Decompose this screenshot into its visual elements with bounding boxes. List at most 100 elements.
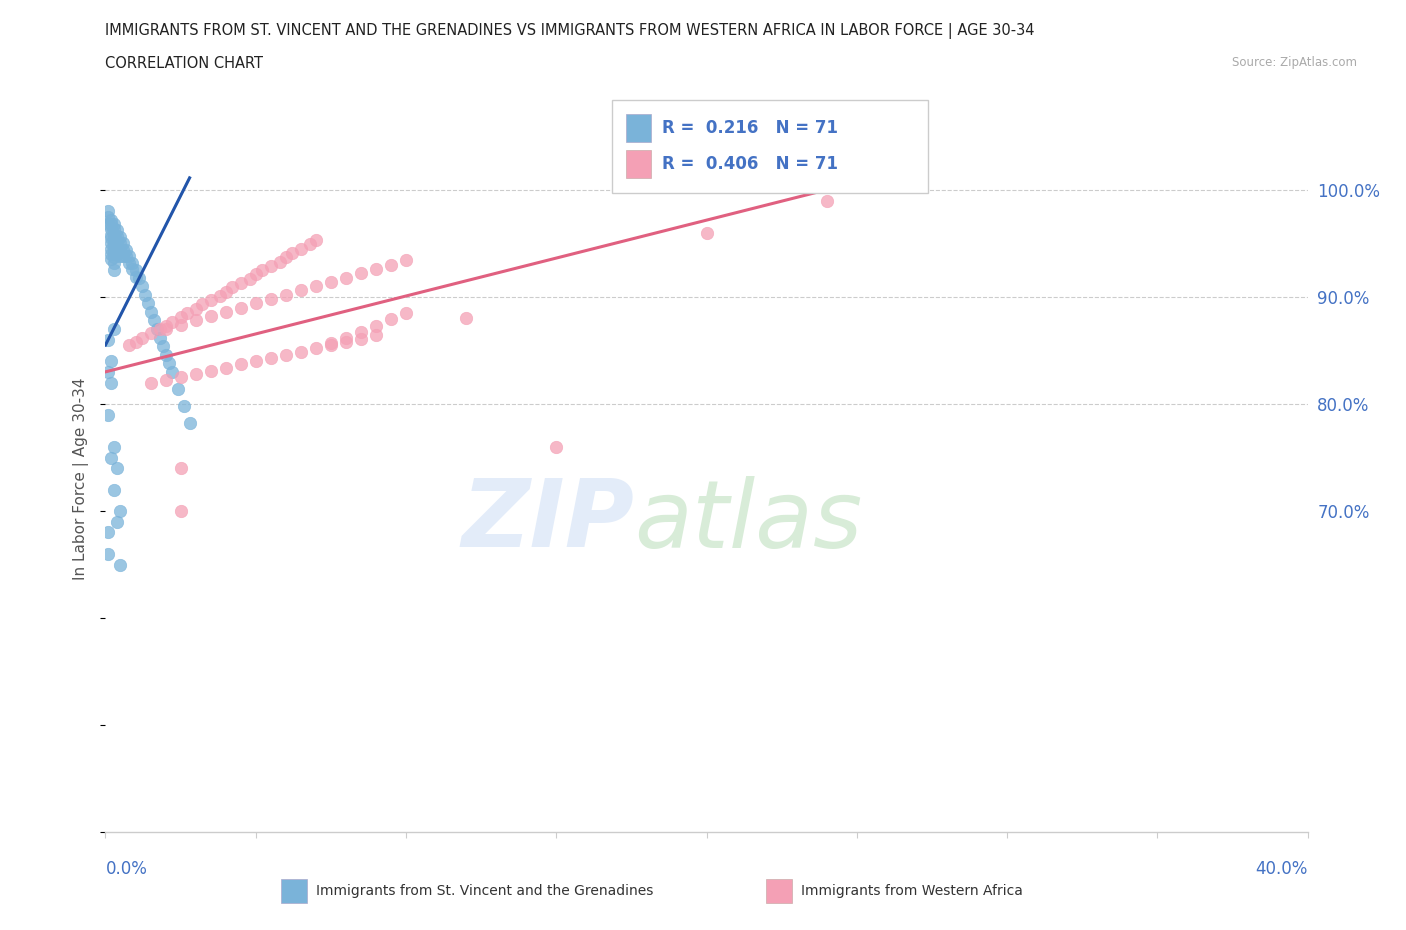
Point	[152, 339, 174, 353]
Point	[97, 407, 120, 422]
Point	[107, 229, 129, 244]
Point	[281, 246, 304, 260]
Point	[160, 365, 183, 379]
Point	[319, 338, 342, 352]
Point	[184, 313, 207, 328]
Point	[169, 370, 191, 385]
Point	[454, 311, 477, 325]
Point	[110, 248, 132, 263]
Point	[100, 231, 122, 246]
Point	[103, 439, 125, 454]
Point	[208, 288, 231, 303]
Point	[274, 250, 297, 265]
Point	[110, 557, 132, 572]
Y-axis label: In Labor Force | Age 30-34: In Labor Force | Age 30-34	[73, 378, 90, 580]
Point	[380, 258, 402, 272]
Point	[214, 304, 236, 319]
Text: CORRELATION CHART: CORRELATION CHART	[105, 56, 263, 71]
Point	[155, 318, 177, 333]
Point	[305, 279, 328, 294]
Text: R =  0.216   N = 71: R = 0.216 N = 71	[662, 119, 838, 138]
Point	[103, 238, 125, 253]
Point	[305, 341, 328, 356]
Point	[112, 243, 135, 258]
Point	[214, 284, 236, 299]
Point	[103, 262, 125, 277]
Point	[100, 236, 122, 251]
Point	[335, 335, 357, 350]
Point	[131, 330, 153, 345]
Point	[107, 514, 129, 529]
Point	[335, 271, 357, 286]
Point	[100, 353, 122, 368]
Point	[155, 347, 177, 362]
Point	[184, 301, 207, 316]
Point	[118, 248, 141, 263]
Point	[364, 328, 387, 343]
Text: 0.0%: 0.0%	[105, 860, 148, 878]
Point	[395, 253, 418, 268]
Point	[260, 292, 283, 307]
Point	[110, 504, 132, 519]
Point	[121, 255, 143, 270]
Point	[380, 312, 402, 326]
Point	[103, 322, 125, 337]
Point	[157, 356, 180, 371]
Point	[214, 360, 236, 375]
Point	[350, 266, 373, 281]
Point	[239, 272, 262, 286]
Point	[364, 261, 387, 276]
Point	[124, 269, 146, 284]
Point	[112, 248, 135, 263]
Point	[97, 204, 120, 219]
Point	[100, 252, 122, 267]
Text: ZIP: ZIP	[461, 475, 634, 567]
Point	[97, 217, 120, 232]
Point	[107, 460, 129, 475]
Point	[148, 330, 170, 345]
Point	[350, 325, 373, 339]
Point	[139, 375, 162, 390]
Point	[103, 222, 125, 237]
Text: Source: ZipAtlas.com: Source: ZipAtlas.com	[1232, 56, 1357, 69]
Point	[176, 306, 198, 321]
Point	[100, 241, 122, 256]
Point	[221, 280, 243, 295]
Point	[107, 223, 129, 238]
Point	[118, 255, 141, 270]
Point	[319, 274, 342, 289]
Point	[107, 233, 129, 248]
Point	[173, 399, 195, 414]
Point	[112, 236, 135, 251]
Point	[155, 373, 177, 388]
Point	[131, 279, 153, 294]
Point	[103, 232, 125, 247]
Point	[103, 483, 125, 498]
Point	[245, 296, 267, 311]
Text: 40.0%: 40.0%	[1256, 860, 1308, 878]
Point	[274, 347, 297, 362]
Point	[142, 313, 165, 328]
Text: Immigrants from Western Africa: Immigrants from Western Africa	[801, 884, 1024, 898]
Point	[200, 364, 222, 379]
Point	[110, 236, 132, 251]
Point	[290, 344, 312, 359]
Point	[100, 222, 122, 237]
Point	[179, 416, 201, 431]
Point	[124, 262, 146, 277]
Point	[350, 331, 373, 346]
Point	[97, 547, 120, 562]
Point	[260, 351, 283, 365]
Point	[100, 375, 122, 390]
Text: IMMIGRANTS FROM ST. VINCENT AND THE GRENADINES VS IMMIGRANTS FROM WESTERN AFRICA: IMMIGRANTS FROM ST. VINCENT AND THE GREN…	[105, 23, 1035, 39]
Point	[155, 322, 177, 337]
Point	[97, 525, 120, 540]
Point	[250, 262, 273, 277]
Point	[107, 240, 129, 255]
Point	[107, 246, 129, 261]
Point	[128, 271, 150, 286]
Point	[200, 293, 222, 308]
Point	[245, 267, 267, 282]
Point	[118, 338, 141, 352]
Point	[245, 353, 267, 368]
